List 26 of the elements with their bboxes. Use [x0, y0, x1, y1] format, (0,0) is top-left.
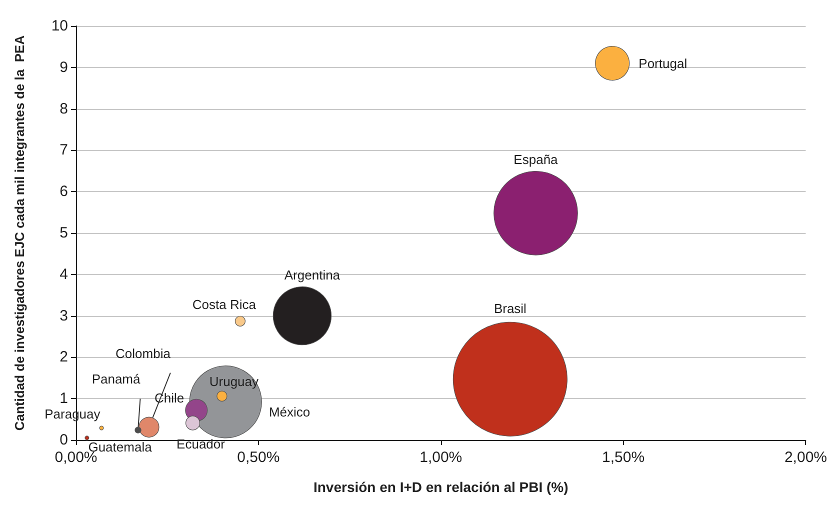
y-tick-label: 0	[60, 432, 68, 448]
series-label: Portugal	[638, 56, 688, 71]
series-label: Costa Rica	[192, 296, 257, 312]
x-axis-title: Inversión en I+D en relación al PBI (%)	[313, 479, 568, 495]
x-tick-label: 0,50%	[237, 449, 280, 466]
series-label: Brasil	[494, 300, 527, 316]
text: Panamá	[92, 372, 142, 387]
y-tick-label: 6	[60, 183, 68, 200]
series-label: México	[268, 404, 310, 420]
y-tick-label: 7	[60, 142, 68, 159]
series-label: Ecuador	[176, 436, 226, 452]
series-label: Argentina	[284, 267, 341, 282]
x-tick-label: 2,00%	[784, 449, 828, 466]
y-tick-label: 2	[60, 348, 68, 366]
text: Colombia	[116, 346, 172, 361]
y-tick-label: 5	[60, 224, 68, 242]
y-tick-label: 4	[60, 266, 68, 283]
y-tick-label: 10	[51, 18, 68, 34]
x-tick-label: 1,50%	[602, 449, 645, 466]
series-label: España	[514, 152, 559, 167]
y-axis-title: Cantidad de investigadores EJC cada mil integrantes de la PEA	[12, 34, 27, 431]
y-tick-label: 1	[60, 390, 68, 408]
y-tick-label: 3	[60, 307, 68, 324]
y-tick-label: 9	[60, 58, 68, 76]
x-tick-label: 1,00%	[420, 449, 462, 466]
y-tick-label: 8	[60, 100, 68, 118]
